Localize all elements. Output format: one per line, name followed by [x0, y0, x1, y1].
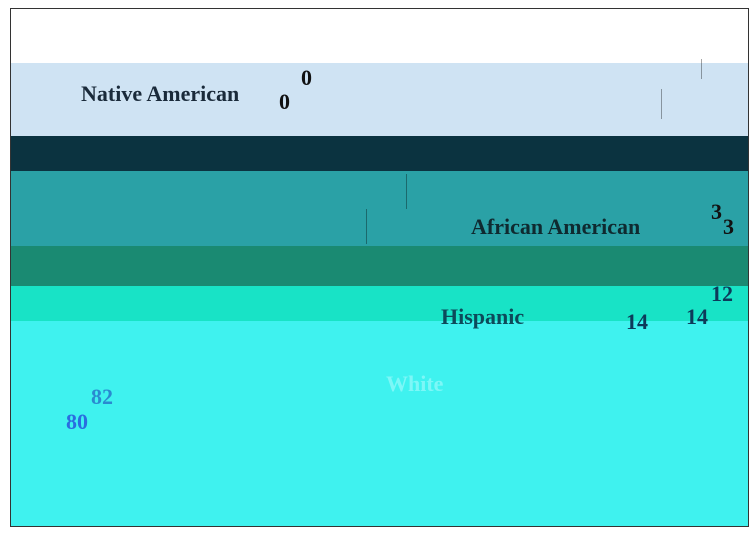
group-label: White: [386, 371, 444, 396]
group-value: 0: [301, 65, 312, 90]
band-green: [11, 246, 748, 286]
screenshot-frame: Native American 0 0 African American 3 3 Hispa…: [10, 8, 749, 527]
group-value: 0: [279, 89, 290, 114]
band-teal: [11, 171, 748, 246]
group-value: 14: [686, 304, 708, 329]
group-value: 80: [66, 409, 88, 434]
group-value: 82: [91, 384, 113, 409]
band-dark: [11, 136, 748, 171]
group-label: African American: [471, 214, 641, 239]
divider: [406, 174, 407, 209]
group-value: 3: [723, 214, 734, 239]
group-label: Hispanic: [441, 304, 525, 329]
divider: [661, 89, 662, 119]
group-value: 12: [711, 281, 733, 306]
band-cyan: [11, 321, 748, 526]
divider: [366, 209, 367, 244]
band-mint: [11, 286, 748, 321]
group-value: 3: [711, 199, 722, 224]
divider: [701, 59, 702, 79]
group-value: 14: [626, 309, 648, 334]
band-light-blue: [11, 63, 748, 136]
group-label: Native American: [81, 81, 240, 106]
